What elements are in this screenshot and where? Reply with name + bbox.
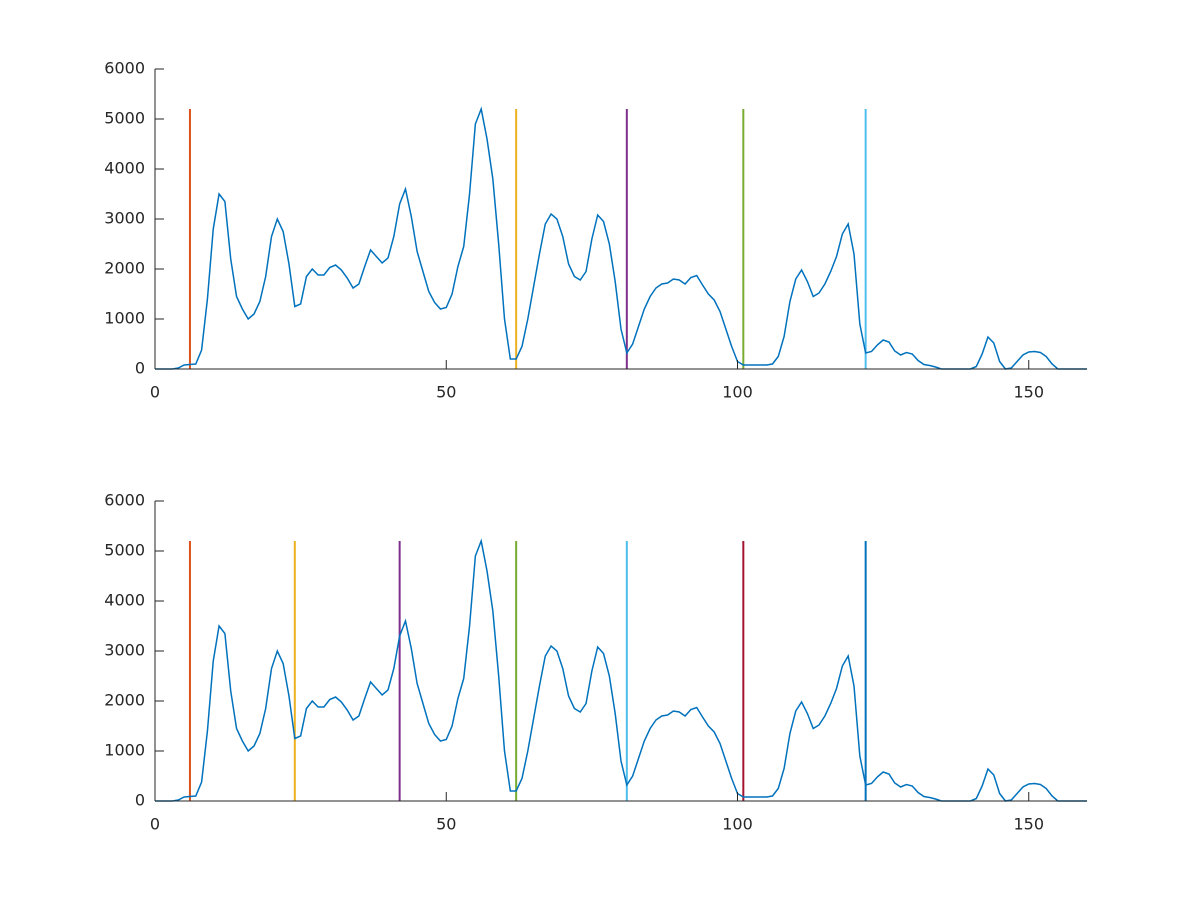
y-tick-label: 3000	[104, 641, 145, 660]
data-line	[155, 106, 1087, 370]
x-tick-label: 50	[436, 383, 456, 402]
x-tick-label: 0	[150, 383, 160, 402]
y-tick-label: 2000	[104, 259, 145, 278]
y-tick-label: 6000	[104, 59, 145, 78]
y-tick-label: 5000	[104, 541, 145, 560]
y-tick-label: 5000	[104, 109, 145, 128]
x-tick-label: 50	[436, 815, 456, 834]
y-tick-label: 1000	[104, 741, 145, 760]
x-tick-label: 0	[150, 815, 160, 834]
y-tick-label: 1000	[104, 309, 145, 328]
x-tick-label: 150	[1013, 815, 1044, 834]
x-tick-label: 150	[1013, 383, 1044, 402]
y-tick-label: 4000	[104, 591, 145, 610]
x-tick-label: 100	[722, 815, 753, 834]
y-tick-label: 0	[135, 359, 145, 378]
y-tick-label: 2000	[104, 691, 145, 710]
data-line	[155, 538, 1087, 802]
y-tick-label: 3000	[104, 209, 145, 228]
x-tick-label: 100	[722, 383, 753, 402]
y-tick-label: 6000	[104, 491, 145, 510]
y-tick-label: 0	[135, 791, 145, 810]
y-tick-label: 4000	[104, 159, 145, 178]
